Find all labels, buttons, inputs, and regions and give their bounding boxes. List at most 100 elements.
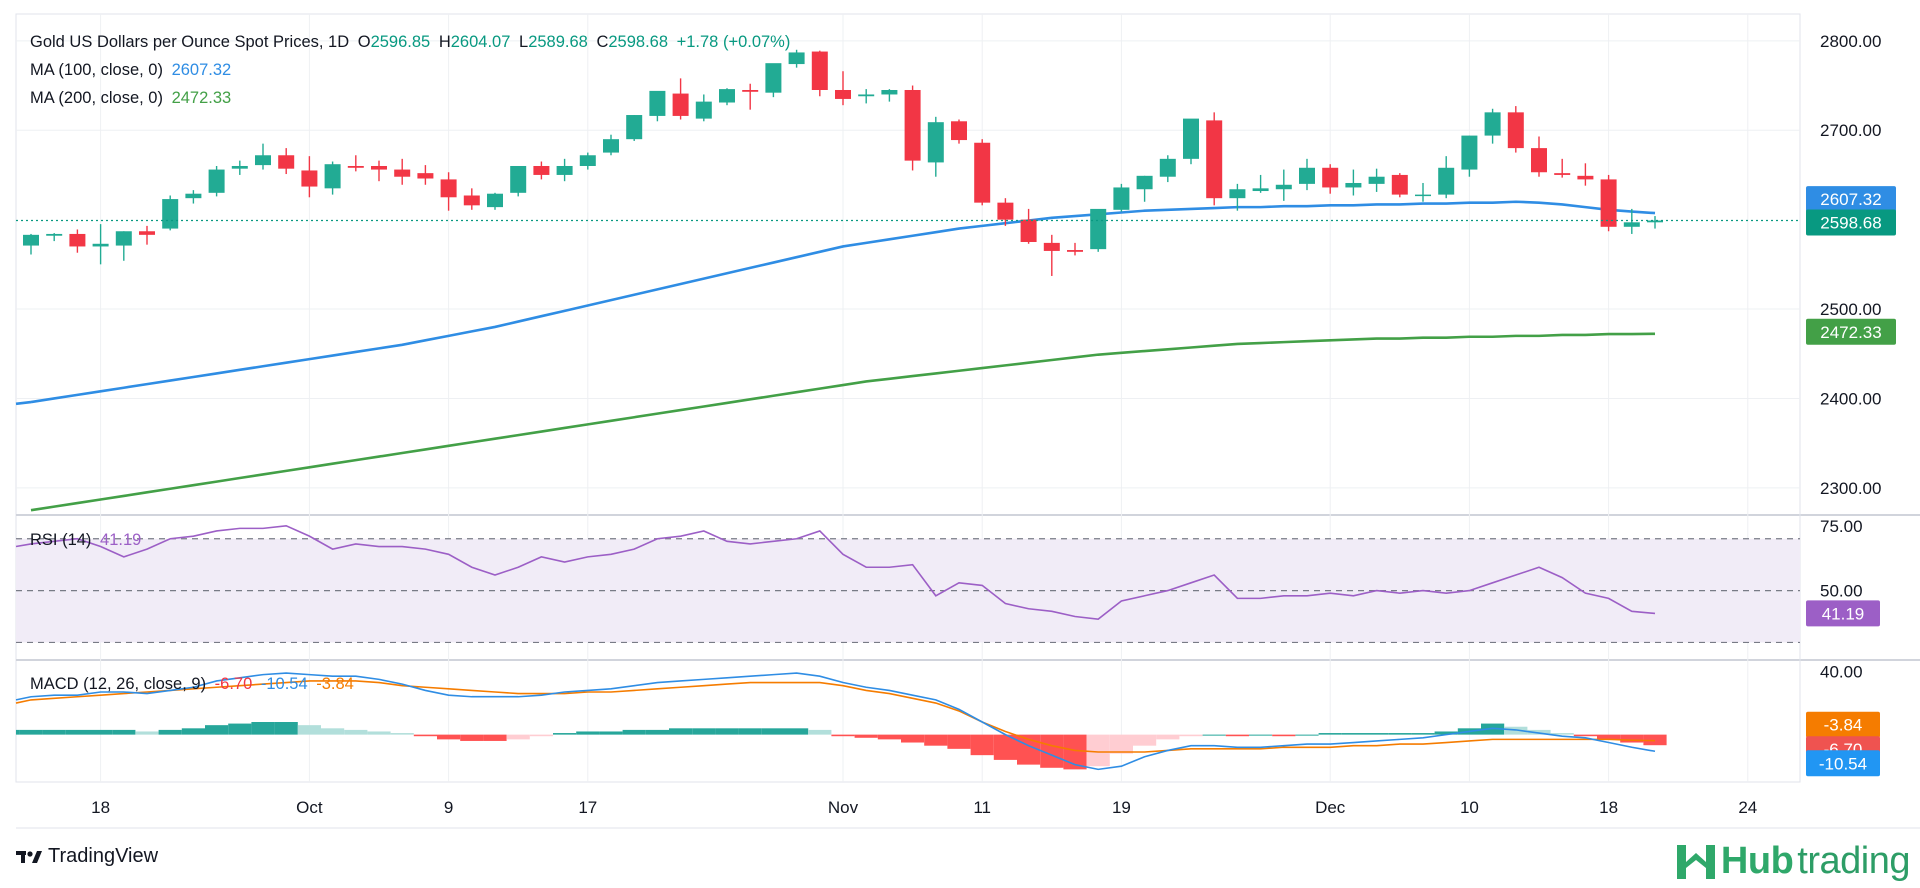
symbol-title: Gold US Dollars per Ounce Spot Prices, 1… [30, 33, 350, 51]
low-value: 2589.68 [528, 33, 588, 51]
macd-histogram-bar [645, 729, 669, 735]
macd-axis-label: 40.00 [1820, 662, 1863, 681]
ma200-value: 2472.33 [171, 89, 232, 107]
macd-histogram-bar [1341, 733, 1365, 735]
high-label: H [438, 33, 451, 51]
candle-body [463, 195, 480, 206]
candle-body [231, 165, 248, 169]
macd-histogram-bar [1365, 733, 1389, 735]
rsi-badge-bg [1806, 600, 1880, 627]
candle-body [278, 155, 295, 169]
candle-body [394, 169, 411, 177]
time-axis-label: Oct [296, 798, 323, 817]
candle-body [1252, 188, 1269, 192]
tradingview-logo[interactable]: TradingView [16, 845, 158, 868]
low-label: L [519, 33, 529, 51]
time-axis-label: 18 [91, 798, 110, 817]
macd-histogram-bar [413, 734, 437, 737]
macd-histogram-bar [367, 731, 391, 735]
change-value: +1.78 (+0.07%) [676, 33, 791, 51]
time-axis-label: 19 [1112, 798, 1131, 817]
last-price-badge: 2598.68 [1820, 214, 1881, 233]
candle-body [185, 193, 202, 199]
macd-histogram-bar [19, 729, 43, 735]
ma200-price-badge-bg [1806, 318, 1896, 345]
candle-body [765, 63, 782, 93]
candle-body [371, 165, 387, 170]
macd-signal-badge: -3.84 [1824, 716, 1863, 735]
candle-body [1136, 175, 1153, 190]
time-axis-label: 10 [1460, 798, 1479, 817]
candle-body [69, 233, 86, 247]
candle-body [324, 164, 341, 189]
candle-body [626, 115, 643, 140]
macd-histogram-bar [135, 731, 159, 735]
candle-body [1229, 189, 1246, 199]
macd-legend: MACD (12, 26, close, 9) -6.70 -10.54 -3.… [30, 674, 358, 694]
high-value: 2604.07 [450, 33, 511, 51]
hubtrading-logo: Hub trading [1675, 840, 1910, 883]
price-axis-label: 2800.00 [1820, 32, 1881, 51]
macd-histogram-bar [42, 729, 66, 735]
macd-histogram-bar [529, 734, 553, 737]
candle-body [1554, 173, 1571, 175]
symbol-legend: Gold US Dollars per Ounce Spot Prices, 1… [30, 32, 794, 52]
macd-histogram-bar [553, 733, 577, 735]
macd-histogram-bar [16, 729, 20, 735]
rsi-line [15, 524, 1656, 620]
open-label: O [357, 33, 371, 51]
time-axis-label: 18 [1599, 798, 1618, 817]
candle-body [1368, 176, 1385, 184]
price-axis-label: 2700.00 [1820, 121, 1881, 140]
macd-signal-badge-bg [1806, 711, 1880, 738]
candle-body [1159, 158, 1176, 177]
candle-body [1415, 194, 1431, 197]
macd-histogram-bar [1063, 734, 1087, 770]
macd-histogram-bar [344, 729, 368, 735]
macd-histogram-bar [1411, 733, 1435, 735]
candle-body [788, 52, 805, 65]
candle-body [92, 243, 109, 247]
candle-body [1206, 120, 1223, 199]
ma200-label: MA (200, close, 0) [30, 89, 163, 107]
rsi-axis-label: 50.00 [1820, 582, 1863, 601]
candle-body [579, 155, 596, 166]
candle-body [1345, 182, 1362, 188]
candle-body [1043, 242, 1060, 251]
hubtrading-icon [1676, 844, 1715, 879]
macd-histogram-bar [1225, 734, 1249, 737]
ma100-price-badge-bg [1806, 186, 1896, 213]
candle-body [742, 89, 759, 92]
macd-histogram-bar [576, 731, 600, 735]
macd-line-badge: -10.54 [1819, 754, 1867, 773]
candle-body [951, 121, 967, 141]
candle-body [997, 202, 1014, 220]
candle-body [1438, 167, 1455, 195]
macd-histogram-bar [1573, 734, 1597, 737]
candle-body [440, 179, 457, 198]
macd-label: MACD (12, 26, close, 9) [30, 675, 207, 693]
time-axis-label: 17 [578, 798, 597, 817]
macd-histogram-bar [483, 734, 507, 741]
ma200-price-badge: 2472.33 [1820, 323, 1881, 342]
macd-histogram-bar [1318, 733, 1342, 735]
macd-histogram-bar [460, 734, 484, 741]
macd-histogram-bar [89, 729, 113, 735]
candle-body [162, 199, 179, 229]
candle-body [533, 165, 550, 175]
candle-body [139, 231, 155, 235]
candle-body [1577, 175, 1594, 180]
candle-body [835, 89, 851, 99]
macd-histogram-bar [158, 729, 182, 735]
macd-histogram-bar [1133, 734, 1157, 746]
candle-body [649, 90, 666, 116]
macd-histogram-bar [877, 734, 901, 740]
macd-histogram-bar [831, 734, 855, 737]
candle-body [23, 234, 39, 246]
candle-body [1461, 135, 1478, 170]
macd-histogram-bar [1597, 734, 1621, 740]
macd-histogram-bar [65, 729, 89, 735]
candle-body [1391, 174, 1408, 195]
close-label: C [596, 33, 609, 51]
